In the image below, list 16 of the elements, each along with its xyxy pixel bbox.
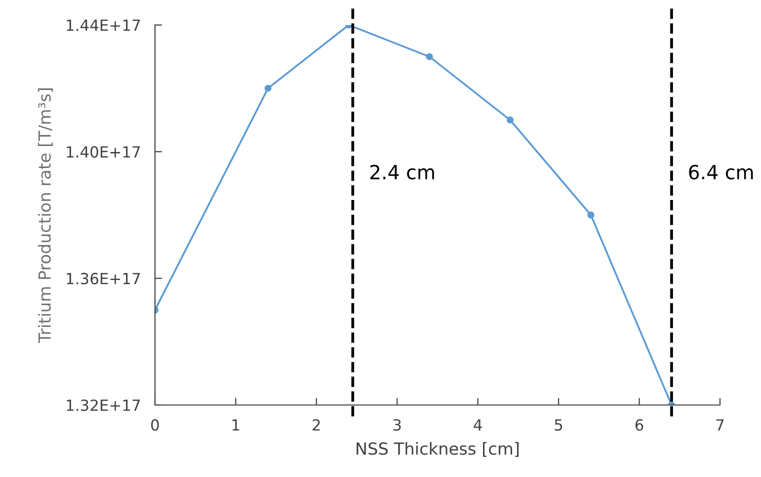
- x-tick-label: 5: [554, 419, 562, 431]
- y-tick-label: 1.32E+17: [66, 399, 140, 412]
- y-tick-label: 1.36E+17: [66, 272, 140, 284]
- x-tick-label: 1: [232, 419, 240, 430]
- x-tick-label: 2: [312, 419, 320, 430]
- y-tick-label: 1.44E+17: [66, 20, 140, 31]
- x-tick-label: 7: [716, 419, 724, 430]
- y-axis-title: Tritium Production rate [T/m³s]: [38, 88, 53, 344]
- x-tick-label: 3: [393, 419, 401, 431]
- ref-line-label: 2.4 cm: [370, 164, 434, 180]
- x-tick-label: 6: [635, 419, 644, 431]
- x-axis-title: NSS Thickness [cm]: [356, 442, 519, 457]
- y-tick-label: 1.40E+17: [66, 146, 140, 158]
- x-tick-label: 0: [151, 419, 159, 431]
- x-tick-label: 4: [474, 419, 482, 430]
- ref-line-label: 6.4 cm: [689, 164, 753, 180]
